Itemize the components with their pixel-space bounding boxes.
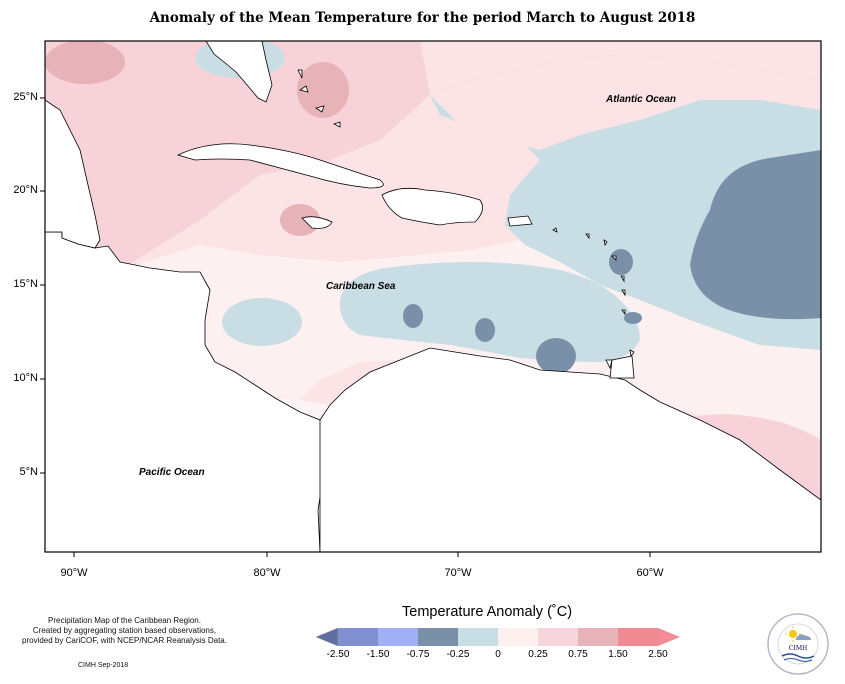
lon-label: 90°W [60,567,88,579]
legend-tick: -0.25 [446,649,470,660]
legend-tick: 0.75 [568,649,588,660]
legend-swatch [338,628,378,646]
legend-swatch [418,628,458,646]
lat-label: 10°N [13,372,38,384]
axis-ticks [40,97,651,557]
legend-tick: 0.25 [528,649,548,660]
legend-tick: 0 [495,649,501,660]
lat-label: 25°N [13,91,38,103]
credit-line: Precipitation Map of the Caribbean Regio… [48,616,201,625]
logo-text: CIMH [789,644,807,652]
sun-icon [789,630,797,638]
legend-swatch [378,628,418,646]
cloud-icon [796,634,811,640]
cimh-logo: CIMH [767,613,829,675]
legend-swatch [458,628,498,646]
caribbean-sea-label: Caribbean Sea [326,281,396,292]
credit-stamp: CIMH Sep-2018 [78,662,129,669]
lon-label: 70°W [444,567,472,579]
map-title: Anomaly of the Mean Temperature for the … [149,10,696,26]
pacific-ocean-label: Pacific Ocean [139,467,205,478]
credit-text: Precipitation Map of the Caribbean Regio… [12,616,237,646]
lat-label: 20°N [13,184,38,196]
legend-swatch [618,628,658,646]
credit-line: provided by CariCOF, with NCEP/NCAR Rean… [22,636,227,645]
legend-swatch [538,628,578,646]
legend-swatch-arrow-left [315,627,339,647]
legend-title: Temperature Anomaly (˚C) [402,604,573,620]
legend-colorbar [315,627,680,647]
lat-label: 15°N [13,278,38,290]
legend-tick: 2.50 [648,649,668,660]
legend-swatch [578,628,618,646]
legend-tick: -1.50 [366,649,390,660]
legend-tick: 1.50 [608,649,628,660]
legend-tick: -2.50 [326,649,350,660]
lon-label: 60°W [636,567,664,579]
map-frame [44,40,822,553]
credit-line: Created by aggregating station based obs… [32,626,217,635]
lon-label: 80°W [253,567,281,579]
legend-swatch-arrow-right [658,628,680,646]
legend-swatch [498,628,538,646]
legend-tick: -0.75 [406,649,430,660]
atlantic-ocean-label: Atlantic Ocean [606,94,677,105]
lat-label: 5°N [19,466,38,478]
coastlines [45,41,821,552]
